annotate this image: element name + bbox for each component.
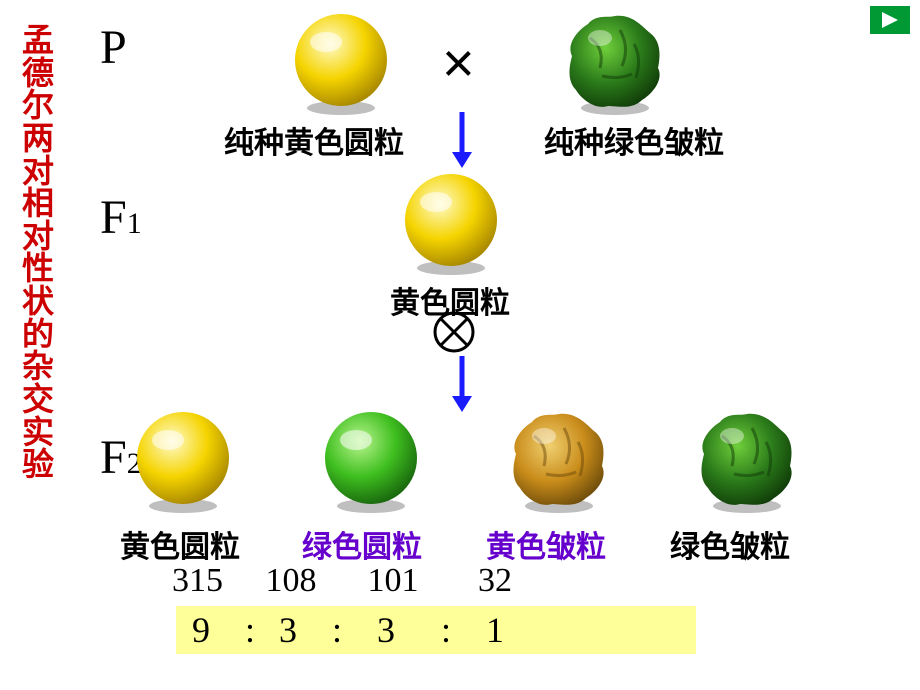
gen-f1-sub: 1 [127,207,142,240]
pea-p-yellow-round [286,8,396,118]
caption-f1: 黄色圆粒 [390,278,510,322]
caption-f2-yellow-round: 黄色圆粒 [120,522,240,566]
generation-label-f1: F1 [100,190,142,245]
arrow-down-1 [450,112,474,173]
f2-counts: 315 108 101 32 [172,562,512,600]
caption-p-green-wrinkled: 纯种绿色皱粒 [544,118,724,162]
pea-f2-yellow-wrinkled [504,406,614,516]
gen-f2-main: F [100,431,127,484]
gen-f1-main: F [100,191,127,244]
caption-f2-green-round: 绿色圆粒 [302,522,422,566]
generation-label-p: P [100,20,127,75]
caption-f2-green-wrinkled: 绿色皱粒 [670,522,790,566]
pea-f1-yellow-round [396,168,506,278]
pea-p-green-wrinkled [560,8,670,118]
pea-f2-yellow-round [128,406,238,516]
next-slide-button[interactable] [870,6,910,34]
caption-f2-yellow-wrinkled: 黄色皱粒 [486,522,606,566]
arrow-down-2 [450,356,474,417]
slide-title-vertical: 孟德尔两对相对性状的杂交实验 [20,24,56,481]
pea-f2-green-wrinkled [692,406,802,516]
f2-ratio: 9 : 3 : 3 : 1 [176,606,696,654]
pea-f2-green-round [316,406,426,516]
play-icon [880,11,900,29]
caption-p-yellow-round: 纯种黄色圆粒 [224,118,404,162]
f2-ratio-text: 9 : 3 : 3 : 1 [192,609,506,651]
cross-symbol: × [442,30,475,95]
